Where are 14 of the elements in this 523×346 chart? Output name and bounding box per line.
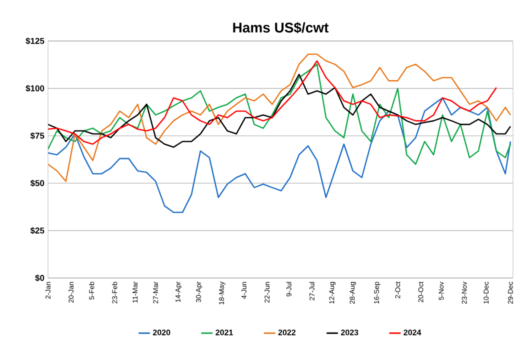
y-tick-label: $0	[35, 274, 44, 282]
legend-label: 2021	[216, 330, 233, 336]
line-series	[48, 64, 512, 165]
legend-label: 2024	[404, 330, 422, 336]
y-tick-label: $125	[26, 38, 44, 44]
y-tick-label: $50	[30, 180, 44, 187]
y-tick-label: $25	[30, 227, 44, 234]
legend-label: 2023	[341, 330, 358, 336]
chart-title: Hams US$/cwt	[233, 22, 329, 34]
y-tick-label: $100	[26, 84, 44, 92]
legend-label: 2022	[278, 330, 296, 336]
legend-label: 2020	[152, 330, 170, 336]
line-series	[48, 60, 497, 145]
y-tick-label: $75	[30, 132, 44, 140]
